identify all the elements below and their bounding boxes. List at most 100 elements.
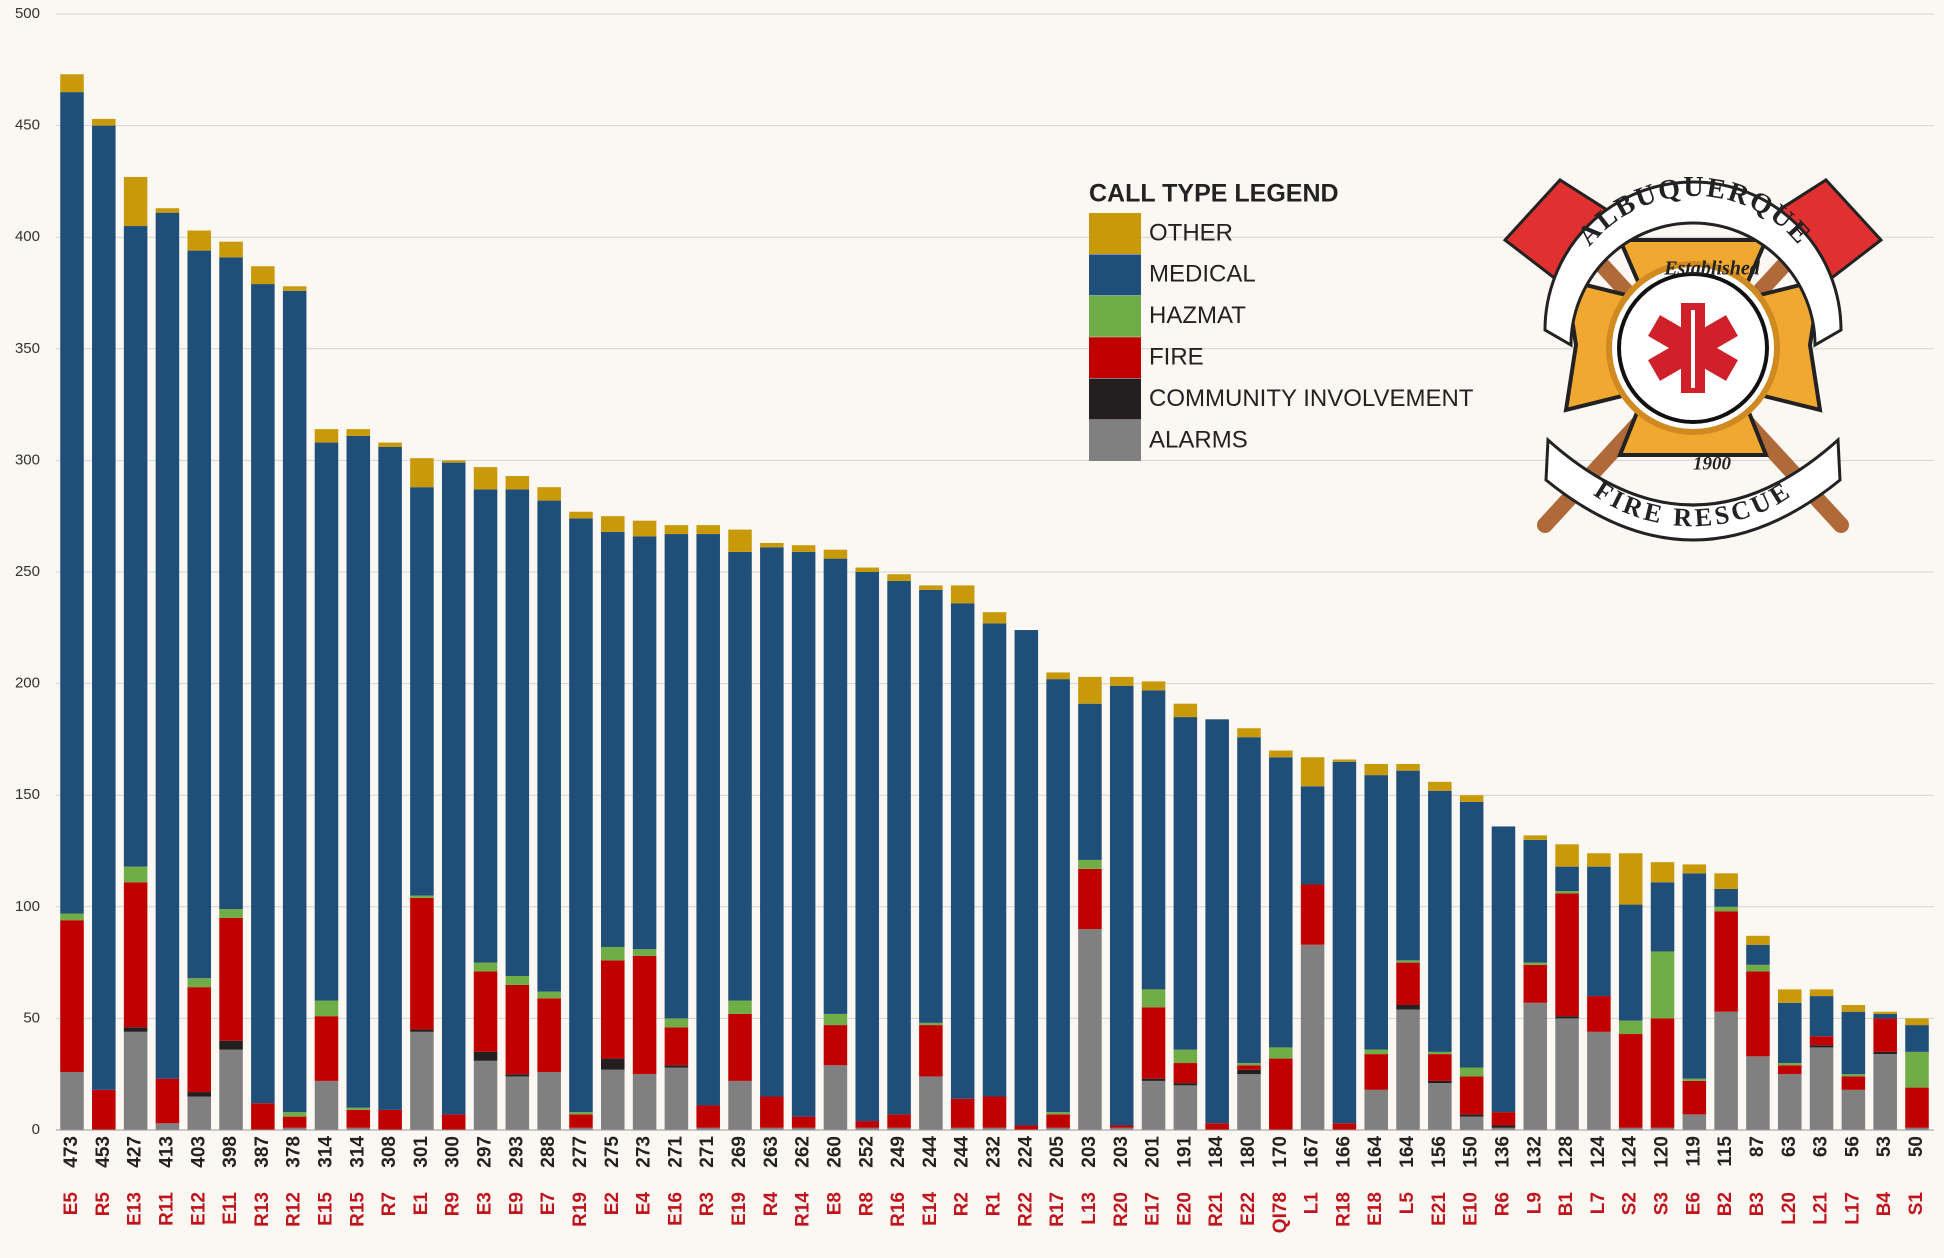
bar-segment bbox=[1524, 840, 1548, 963]
bar-segment bbox=[1428, 1081, 1452, 1083]
bar-segment bbox=[824, 1065, 848, 1130]
bar-segment bbox=[474, 963, 498, 972]
x-tick-label: B2 bbox=[1715, 1192, 1736, 1216]
bar-segment bbox=[187, 251, 211, 979]
bar-segment bbox=[951, 585, 975, 603]
bar-segment bbox=[1714, 889, 1738, 907]
total-label: 387 bbox=[252, 1136, 273, 1168]
bar-segment bbox=[347, 429, 371, 436]
bar-segment bbox=[1142, 989, 1166, 1007]
bar-segment bbox=[1015, 1126, 1039, 1130]
total-label: 413 bbox=[156, 1136, 177, 1168]
bar-segment bbox=[1810, 1045, 1834, 1047]
bar-segment bbox=[1683, 873, 1707, 1078]
x-tick-label: R7 bbox=[379, 1192, 400, 1216]
bar-segment bbox=[1555, 867, 1579, 892]
x-tick-label: E22 bbox=[1238, 1192, 1259, 1226]
x-tick-label: R16 bbox=[888, 1192, 909, 1227]
total-label: 403 bbox=[188, 1136, 209, 1168]
logo: ALBUQUERQUE FIRE RESCUE Established 1900 bbox=[1505, 172, 1881, 540]
total-label: 232 bbox=[984, 1136, 1005, 1168]
bar-segment bbox=[124, 177, 148, 226]
x-tick-label: R8 bbox=[856, 1192, 877, 1216]
legend-label: OTHER bbox=[1149, 219, 1233, 246]
bar-segment bbox=[1237, 728, 1261, 737]
bar-segment bbox=[442, 1114, 466, 1130]
bar-segment bbox=[410, 896, 434, 898]
total-label: 288 bbox=[538, 1136, 559, 1168]
bar-segment bbox=[187, 231, 211, 251]
bar-segment bbox=[251, 284, 275, 1103]
x-tick-label: R17 bbox=[1047, 1192, 1068, 1227]
bar-segment bbox=[601, 960, 625, 1058]
x-tick-label: L13 bbox=[1079, 1192, 1100, 1225]
bar-segment bbox=[1587, 853, 1611, 866]
bar-segment bbox=[378, 447, 402, 1110]
x-tick-label: L17 bbox=[1842, 1192, 1863, 1225]
bar-segment bbox=[1396, 764, 1420, 771]
bar-segment bbox=[1205, 719, 1229, 1123]
bar-segment bbox=[1746, 1056, 1770, 1130]
y-tick-label: 150 bbox=[15, 786, 40, 803]
x-tick-label: R18 bbox=[1333, 1192, 1354, 1227]
bar-segment bbox=[983, 612, 1007, 623]
total-label: 167 bbox=[1302, 1136, 1323, 1168]
bar-segment bbox=[1619, 1021, 1643, 1034]
bar-segment bbox=[92, 119, 116, 126]
bar-segment bbox=[855, 568, 879, 572]
bar-segment bbox=[315, 429, 339, 442]
bar-segment bbox=[1842, 1090, 1866, 1130]
bar-segment bbox=[569, 512, 593, 519]
bar-segment bbox=[1587, 1032, 1611, 1130]
bar-segment bbox=[569, 1112, 593, 1114]
bar-segment bbox=[1046, 679, 1070, 1112]
x-tick-label: L20 bbox=[1779, 1192, 1800, 1225]
bar-segment bbox=[187, 978, 211, 987]
bar-segment bbox=[951, 1099, 975, 1128]
bar-segment bbox=[1460, 1117, 1484, 1130]
total-label: 170 bbox=[1270, 1136, 1291, 1168]
bar-segment bbox=[410, 1032, 434, 1130]
bar-segment bbox=[187, 1092, 211, 1096]
bar-segment bbox=[1269, 751, 1293, 758]
bar-segment bbox=[633, 949, 657, 956]
total-label: 427 bbox=[125, 1136, 146, 1168]
x-tick-label: R3 bbox=[697, 1192, 718, 1216]
bar-segment bbox=[601, 1070, 625, 1130]
bar-segment bbox=[1269, 1059, 1293, 1130]
legend-swatch bbox=[1089, 213, 1141, 254]
y-tick-label: 400 bbox=[15, 228, 40, 245]
bar-segment bbox=[1555, 844, 1579, 866]
bar-segment bbox=[506, 476, 530, 489]
bar-segment bbox=[1460, 1114, 1484, 1116]
bar-segment bbox=[1619, 853, 1643, 904]
bar-segment bbox=[1746, 936, 1770, 945]
x-tick-label: E19 bbox=[729, 1192, 750, 1226]
bar-segment bbox=[824, 1014, 848, 1025]
bar-segment bbox=[887, 574, 911, 581]
bar-segment bbox=[1301, 945, 1325, 1130]
total-label: 308 bbox=[379, 1136, 400, 1168]
bar-segment bbox=[1428, 782, 1452, 791]
bar-segment bbox=[537, 998, 561, 1072]
x-tick-label: E17 bbox=[1143, 1192, 1164, 1226]
bar-segment bbox=[1174, 717, 1198, 1050]
bar-segment bbox=[124, 1027, 148, 1031]
bar-segment bbox=[1524, 965, 1548, 1003]
bar-segment bbox=[1492, 826, 1516, 1112]
bar-segment bbox=[1046, 1114, 1070, 1127]
total-label: 271 bbox=[665, 1136, 686, 1168]
bar-segment bbox=[156, 208, 180, 212]
x-tick-label: E1 bbox=[411, 1192, 432, 1216]
bar-segment bbox=[410, 1030, 434, 1032]
bar-segment bbox=[1428, 1083, 1452, 1130]
bar-segment bbox=[696, 534, 720, 1105]
bar-segment bbox=[1651, 882, 1675, 951]
bar-segment bbox=[219, 257, 243, 909]
bar-segment bbox=[1746, 965, 1770, 972]
x-tick-label: R15 bbox=[347, 1192, 368, 1227]
bar-segment bbox=[1842, 1076, 1866, 1089]
bar-segment bbox=[1555, 891, 1579, 893]
bar-segment bbox=[1587, 867, 1611, 996]
bar-segment bbox=[442, 463, 466, 1115]
